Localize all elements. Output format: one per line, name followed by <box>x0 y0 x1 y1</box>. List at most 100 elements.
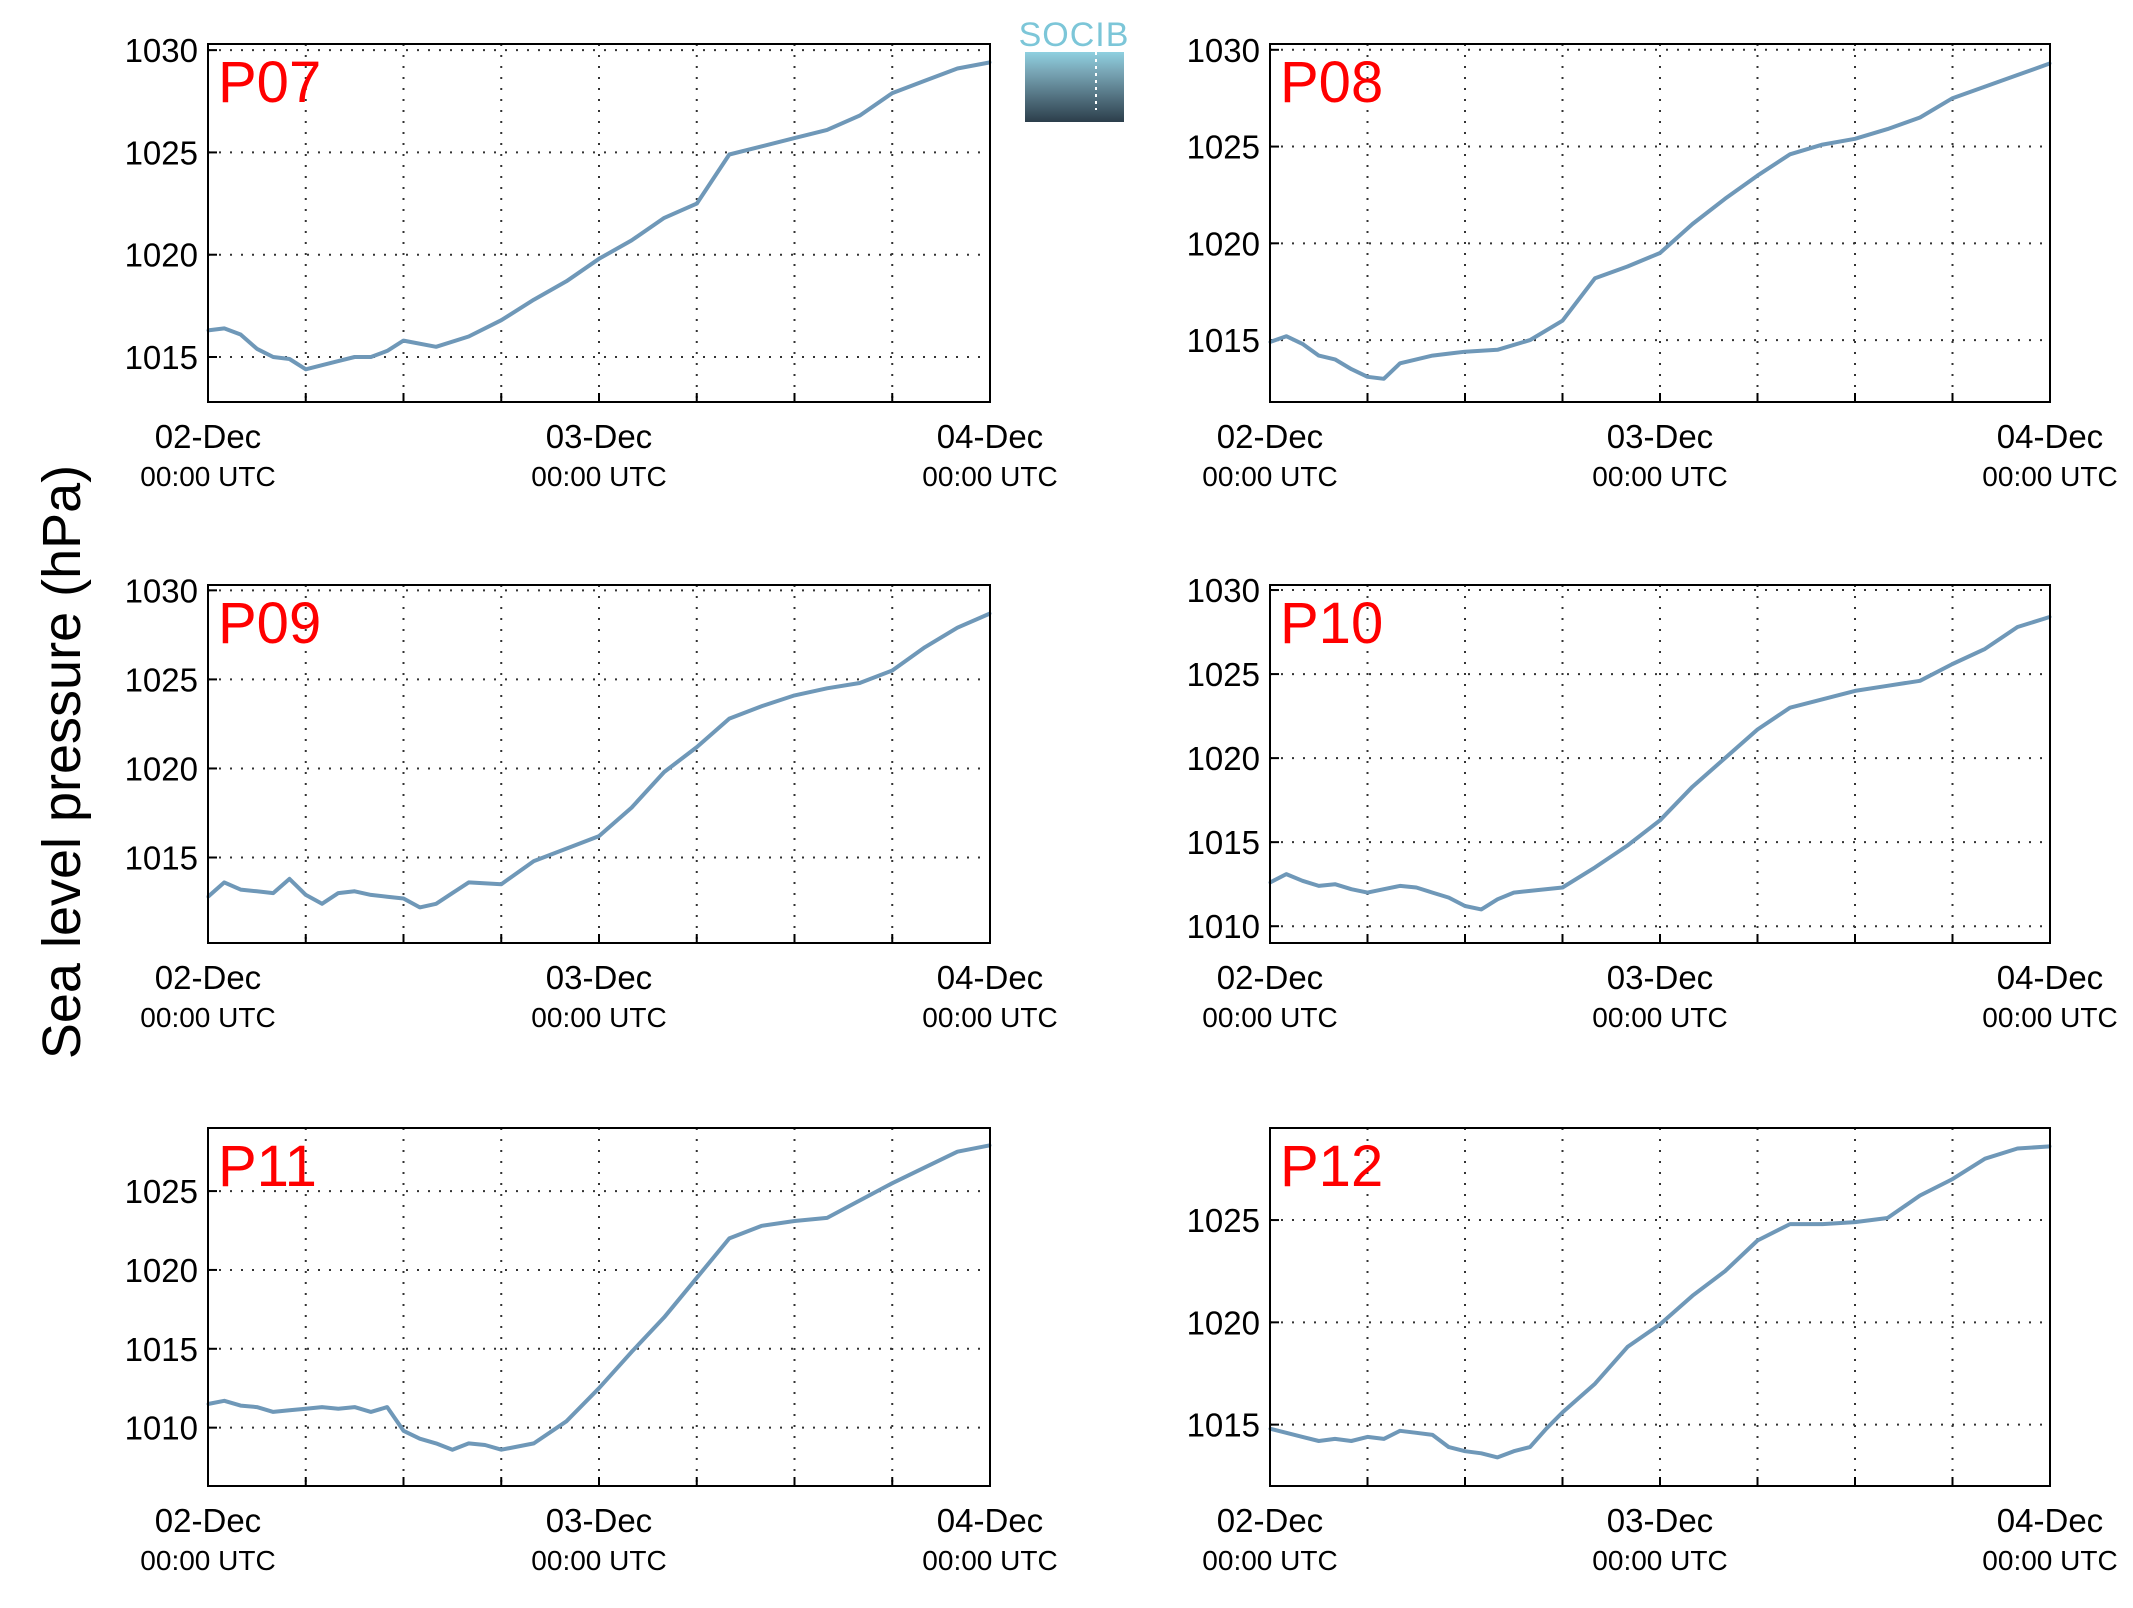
data-point <box>402 896 405 900</box>
y-tick-label: 1025 <box>125 134 198 171</box>
panel-label: P11 <box>218 1134 317 1199</box>
x-tick-label-date: 04-Dec <box>937 1502 1043 1539</box>
x-tick-label-time: 00:00 UTC <box>1592 1545 1727 1576</box>
data-point <box>1447 1445 1451 1449</box>
data-point <box>1284 334 1288 338</box>
data-point <box>1398 884 1402 888</box>
x-tick-label-time: 00:00 UTC <box>1202 461 1337 492</box>
data-point <box>385 895 389 899</box>
data-point <box>1349 887 1353 891</box>
y-tick-label: 1030 <box>1187 572 1260 609</box>
data-point <box>1918 116 1922 120</box>
data-point <box>1512 891 1516 895</box>
panel-label: P09 <box>218 591 321 656</box>
x-tick-label-date: 02-Dec <box>155 418 261 455</box>
data-point <box>1463 1449 1467 1453</box>
y-tick-label: 1010 <box>1187 908 1260 945</box>
series-line <box>1269 1144 2051 1460</box>
data-point <box>499 1448 503 1452</box>
data-point <box>923 79 927 83</box>
x-tick-label-date: 04-Dec <box>937 959 1043 996</box>
data-point <box>1544 1427 1548 1431</box>
y-tick-label: 1025 <box>125 1173 198 1210</box>
x-tick-label-date: 03-Dec <box>546 1502 652 1539</box>
data-point <box>630 806 634 810</box>
data-point <box>1853 1220 1857 1224</box>
data-point <box>1691 1294 1694 1298</box>
data-point <box>499 318 503 322</box>
data-point <box>890 668 894 672</box>
data-point <box>287 1408 291 1412</box>
data-point <box>271 355 275 359</box>
data-point <box>434 902 438 906</box>
x-tick-label-time: 00:00 UTC <box>1202 1002 1337 1033</box>
data-point <box>662 1315 666 1319</box>
data-point <box>825 686 829 690</box>
data-point <box>1284 1431 1288 1435</box>
y-tick-label: 1025 <box>1187 1202 1260 1239</box>
data-point <box>1691 222 1694 226</box>
data-point <box>1821 1222 1824 1226</box>
data-point <box>1463 904 1467 908</box>
data-point <box>1496 897 1499 901</box>
y-tick-label: 1010 <box>125 1410 198 1447</box>
data-point <box>1626 1345 1629 1349</box>
y-tick-label: 1020 <box>125 237 198 274</box>
data-point <box>1317 884 1321 888</box>
data-point <box>1333 1437 1337 1441</box>
data-point <box>2016 73 2019 77</box>
panel-label: P08 <box>1280 50 1383 115</box>
x-tick-label-date: 03-Dec <box>1607 418 1713 455</box>
data-point <box>450 1448 454 1452</box>
axes-frame <box>207 1127 991 1487</box>
data-point <box>1756 728 1759 732</box>
data-point <box>239 888 243 892</box>
data-point <box>434 1441 438 1445</box>
data-point <box>499 882 503 886</box>
data-point <box>760 1224 764 1228</box>
y-tick-label: 1020 <box>125 750 198 787</box>
data-point <box>695 202 699 206</box>
x-tick-label-date: 02-Dec <box>155 959 261 996</box>
data-point <box>483 1443 487 1447</box>
data-point <box>304 367 308 371</box>
x-tick-label-time: 00:00 UTC <box>922 461 1057 492</box>
data-point <box>287 877 291 881</box>
data-point <box>271 891 275 895</box>
y-tick-label: 1020 <box>125 1252 198 1289</box>
data-point <box>1349 367 1353 371</box>
data-point <box>1366 891 1369 895</box>
panels: 1015 1020 1025 1030 02-Dec 00:00 UTC 03-Dec 00:… <box>125 32 2118 1576</box>
y-tick-label: 1020 <box>1187 1304 1260 1341</box>
data-point <box>1983 647 1987 651</box>
x-tick-label-date: 03-Dec <box>546 959 652 996</box>
data-point <box>1723 197 1727 201</box>
data-point <box>1593 1382 1597 1386</box>
data-point <box>1366 375 1369 379</box>
data-point <box>1723 756 1727 760</box>
x-tick-label-time: 00:00 UTC <box>531 1545 666 1576</box>
y-tick-label: 1015 <box>125 840 198 877</box>
data-point <box>1561 1410 1564 1414</box>
y-tick-label: 1015 <box>125 1331 198 1368</box>
x-tick-label-time: 00:00 UTC <box>1592 461 1727 492</box>
data-point <box>450 891 454 895</box>
data-point <box>353 889 357 893</box>
data-point <box>1447 896 1451 900</box>
data-point <box>1853 689 1857 693</box>
data-point <box>727 1236 731 1240</box>
data-point <box>255 1405 259 1409</box>
data-point <box>1788 706 1792 710</box>
data-point <box>1691 785 1694 789</box>
data-point <box>222 1399 226 1403</box>
data-point <box>1317 354 1321 358</box>
data-point <box>1414 886 1418 890</box>
data-point <box>353 355 357 359</box>
data-point <box>1333 882 1337 886</box>
y-tick-label: 1015 <box>1187 824 1260 861</box>
x-tick-label-time: 00:00 UTC <box>140 1545 275 1576</box>
panel-p09: 1015 1020 1025 1030 02-Dec 00:00 UTC 03-Dec 00:… <box>125 572 1058 1033</box>
data-point <box>1951 1177 1954 1181</box>
data-point <box>369 1410 373 1414</box>
